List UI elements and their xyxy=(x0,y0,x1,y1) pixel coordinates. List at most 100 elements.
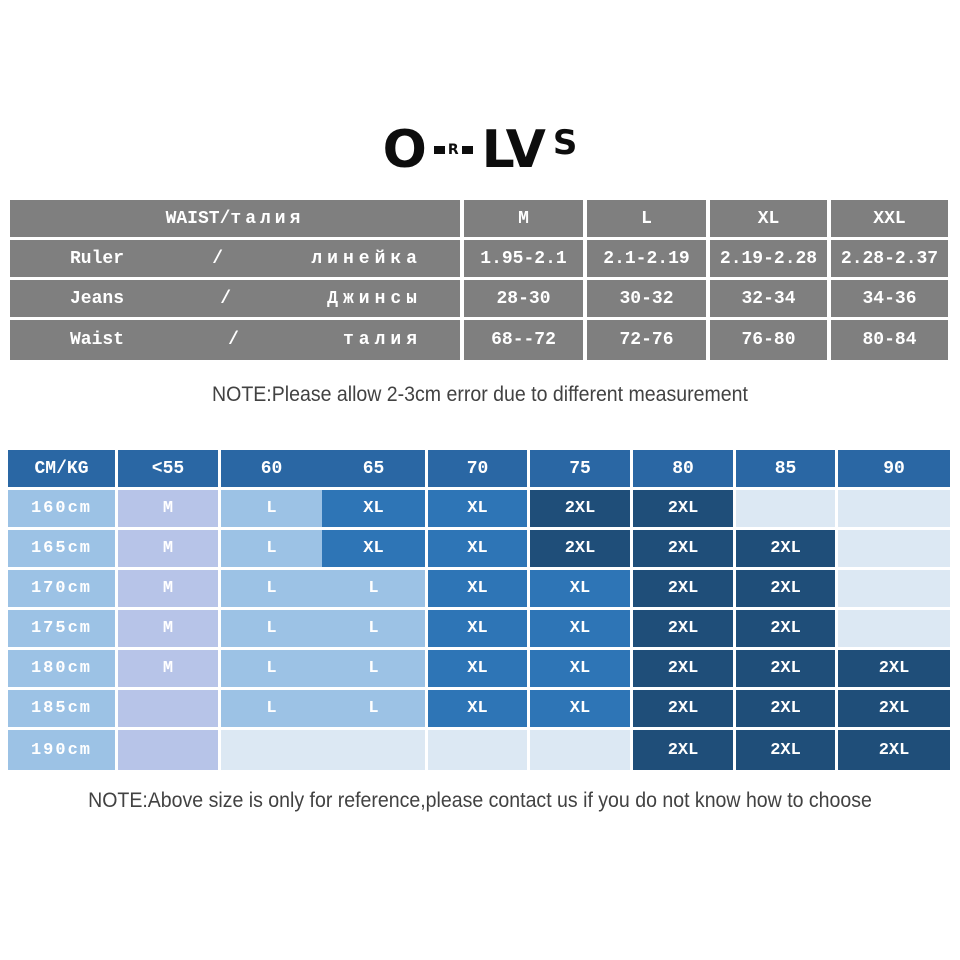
chart-size-cell: L xyxy=(221,490,322,530)
waist-row-label-en: Jeans xyxy=(70,288,125,309)
waist-value-cell: 2.28-2.37 xyxy=(831,240,948,280)
chart-size-cell: 2XL xyxy=(736,570,838,610)
chart-size-cell: 2XL xyxy=(633,530,736,570)
chart-size-cell: 2XL xyxy=(736,530,838,570)
logo-letter-r: R xyxy=(447,142,459,158)
chart-size-cell: 2XL xyxy=(530,490,633,530)
waist-row-label: Jeans / Джинсы xyxy=(10,289,460,309)
chart-weight-header: 85 xyxy=(736,450,838,490)
chart-weight-header: <55 xyxy=(118,450,221,490)
chart-size-cell: L xyxy=(221,690,322,730)
waist-row-label-cell: Waist / талия xyxy=(10,320,464,360)
chart-height-label: 165cm xyxy=(8,530,118,570)
waist-value-cell: 68--72 xyxy=(464,320,587,360)
waist-size-header: M xyxy=(464,200,587,240)
logo-letter-o: O xyxy=(382,120,427,180)
reference-note: NOTE:Above size is only for reference,pl… xyxy=(88,789,872,812)
chart-size-cell: 2XL xyxy=(838,690,950,730)
waist-value-cell: 80-84 xyxy=(831,320,948,360)
chart-size-cell: M xyxy=(118,650,221,690)
chart-size-cell: M xyxy=(118,490,221,530)
chart-size-cell: XL xyxy=(428,690,530,730)
waist-value-cell: 2.1-2.19 xyxy=(587,240,710,280)
chart-corner-header: CM/KG xyxy=(8,450,118,490)
chart-size-cell: 2XL xyxy=(633,490,736,530)
chart-weight-header: 90 xyxy=(838,450,950,490)
chart-size-cell: XL xyxy=(428,610,530,650)
chart-size-cell: 2XL xyxy=(838,650,950,690)
logo-dash-icon xyxy=(433,146,445,154)
chart-size-cell: XL xyxy=(428,490,530,530)
chart-weight-header: 70 xyxy=(428,450,530,490)
waist-row-label-en: Ruler xyxy=(70,248,125,269)
measurement-error-note: NOTE:Please allow 2-3cm error due to dif… xyxy=(212,383,748,406)
chart-size-cell: 2XL xyxy=(736,690,838,730)
waist-row-label-cell: Ruler / линейка xyxy=(10,240,464,280)
waist-row-label-separator: / xyxy=(228,330,239,350)
logo-registered-mark: R xyxy=(433,142,473,158)
waist-row-label-ru: линейка xyxy=(311,248,422,269)
chart-size-cell: XL xyxy=(428,570,530,610)
waist-size-table: WAIST/талия M L XL XXL Ruler / линейка 1.95-2.1 2… xyxy=(10,200,948,360)
logo-dash-icon xyxy=(461,146,473,154)
waist-row-label: Waist / талия xyxy=(10,330,460,350)
chart-height-label: 185cm xyxy=(8,690,118,730)
chart-size-cell: 2XL xyxy=(736,650,838,690)
chart-size-cell xyxy=(221,730,322,770)
chart-size-cell: 2XL xyxy=(633,650,736,690)
chart-weight-header: 75 xyxy=(530,450,633,490)
chart-size-cell xyxy=(838,570,950,610)
chart-size-cell xyxy=(838,490,950,530)
waist-value-cell: 72-76 xyxy=(587,320,710,360)
chart-size-cell: L xyxy=(221,610,322,650)
chart-size-cell: L xyxy=(221,570,322,610)
chart-size-cell xyxy=(838,610,950,650)
chart-size-cell: 2XL xyxy=(633,570,736,610)
chart-size-cell: 2XL xyxy=(736,730,838,770)
chart-size-cell xyxy=(530,730,633,770)
chart-size-cell: XL xyxy=(530,650,633,690)
logo-letter-s: S xyxy=(552,123,578,163)
waist-value-cell: 28-30 xyxy=(464,280,587,320)
chart-weight-header: 65 xyxy=(322,450,428,490)
chart-size-cell: M xyxy=(118,530,221,570)
waist-value-cell: 30-32 xyxy=(587,280,710,320)
chart-size-cell xyxy=(118,730,221,770)
chart-size-cell: 2XL xyxy=(736,610,838,650)
chart-size-cell: L xyxy=(221,530,322,570)
chart-size-cell: XL xyxy=(428,650,530,690)
waist-size-header: XXL xyxy=(831,200,948,240)
waist-value-cell: 34-36 xyxy=(831,280,948,320)
chart-size-cell: 2XL xyxy=(838,730,950,770)
chart-size-cell: M xyxy=(118,610,221,650)
waist-value-cell: 1.95-2.1 xyxy=(464,240,587,280)
chart-size-cell: 2XL xyxy=(633,690,736,730)
chart-size-cell xyxy=(428,730,530,770)
chart-size-cell: XL xyxy=(530,570,633,610)
waist-row-label-separator: / xyxy=(220,288,231,309)
chart-size-cell: L xyxy=(322,690,428,730)
chart-size-cell: XL xyxy=(322,490,428,530)
chart-weight-header: 80 xyxy=(633,450,736,490)
chart-height-label: 160cm xyxy=(8,490,118,530)
chart-size-cell: 2XL xyxy=(633,610,736,650)
chart-height-label: 170cm xyxy=(8,570,118,610)
waist-title-ru: талия xyxy=(230,208,305,229)
chart-height-label: 180cm xyxy=(8,650,118,690)
brand-logo: O R LV S xyxy=(0,120,960,180)
chart-size-cell: L xyxy=(221,650,322,690)
waist-row-label-cell: Jeans / Джинсы xyxy=(10,280,464,320)
chart-size-cell: XL xyxy=(428,530,530,570)
chart-height-label: 175cm xyxy=(8,610,118,650)
waist-row-label-ru: Джинсы xyxy=(327,288,422,309)
waist-row-label-separator: / xyxy=(212,248,224,269)
chart-height-label: 190cm xyxy=(8,730,118,770)
chart-size-cell: L xyxy=(322,610,428,650)
chart-size-cell: XL xyxy=(530,610,633,650)
waist-row-label-en: Waist xyxy=(70,330,125,350)
chart-size-cell: 2XL xyxy=(530,530,633,570)
chart-size-cell: 2XL xyxy=(633,730,736,770)
logo-letters-lv: LV xyxy=(481,120,546,180)
waist-title-en: WAIST/ xyxy=(165,208,231,229)
